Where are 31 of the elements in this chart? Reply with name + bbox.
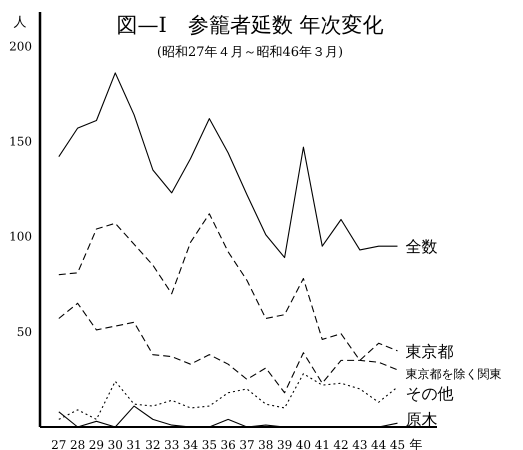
x-tick: 45	[390, 438, 406, 450]
x-tick: 30	[108, 438, 123, 450]
x-tick: 33	[164, 438, 180, 450]
x-tick: 31	[126, 438, 142, 450]
y-tick: 200	[9, 39, 32, 54]
ylabel: 人	[14, 15, 26, 30]
x-tick: 32	[145, 438, 161, 450]
series-label: 全数	[406, 237, 438, 256]
x-tick: 27	[51, 438, 66, 450]
series-label: その他	[406, 384, 454, 403]
series-label: 東京都を除く関東	[406, 366, 502, 381]
x-tick: 39	[276, 438, 292, 450]
series-label: 東京都	[406, 342, 454, 361]
title: 図—I 参籠者延数 年次変化	[116, 13, 384, 37]
subtitle: (昭和27年４月～昭和46年３月)	[156, 45, 344, 60]
x-tick: 29	[88, 438, 104, 450]
y-tick: 100	[9, 230, 32, 244]
x-tick: 28	[70, 438, 86, 450]
series-label: 原木	[406, 410, 438, 429]
x-tick: 38	[258, 438, 274, 450]
x-tick: 40	[296, 438, 312, 450]
x-tick: 37	[239, 438, 255, 450]
x-tick: 36	[220, 438, 236, 450]
x-tick: 41	[314, 438, 330, 450]
x-tick: 43	[352, 438, 368, 450]
x-tick: 35	[202, 438, 217, 450]
y-tick: 50	[16, 324, 32, 339]
x-tick: 44	[371, 438, 386, 450]
y-tick: 150	[9, 134, 32, 148]
x-tick: 34	[182, 438, 198, 450]
x-tick: 42	[333, 438, 349, 450]
